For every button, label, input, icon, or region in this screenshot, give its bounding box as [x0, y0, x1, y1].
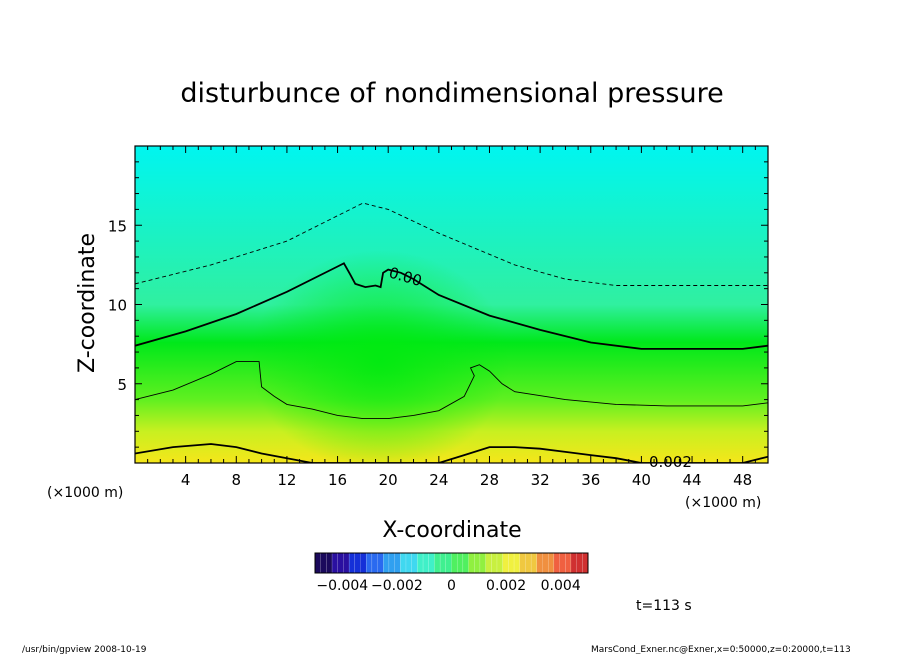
x-tick-label: 44 [682, 471, 701, 489]
x-axis-label: X-coordinate [382, 518, 521, 543]
x-tick-label: 8 [232, 471, 242, 489]
x-unit-left: (×1000 m) [47, 485, 123, 501]
time-label: t=113 s [636, 598, 692, 614]
colorbar-swatch [348, 552, 356, 574]
colorbar-swatch [439, 552, 447, 574]
footer-left: /usr/bin/gpview 2008-10-19 [22, 645, 147, 654]
field [135, 146, 768, 463]
contour-group [135, 202, 768, 463]
colorbar-swatch [462, 552, 469, 574]
colorbar-swatch [530, 552, 538, 574]
colorbar-swatch [582, 552, 589, 574]
x-axis-ticks: 4 8 12 16 20 24 28 32 36 40 44 48 [134, 146, 769, 489]
colorbar-swatch [451, 552, 458, 574]
colorbar-swatch [525, 552, 532, 574]
colorbar-swatch [331, 552, 338, 574]
colorbar-swatch [411, 552, 418, 574]
colorbar-tick-label: 0 [447, 578, 456, 594]
contour-line-neg-0 [135, 202, 768, 286]
colorbar-swatch [456, 552, 464, 574]
colorbar-tick-label: 0.004 [541, 578, 581, 594]
colorbar-swatch [468, 552, 475, 574]
colorbar-swatch [343, 552, 350, 574]
x-tick-label: 48 [733, 471, 752, 489]
colorbar-swatch [394, 552, 401, 574]
colorbar-swatch [445, 552, 452, 574]
x-tick-label: 24 [429, 471, 448, 489]
chart-title: disturbunce of nondimensional pressure [180, 78, 723, 109]
x-tick-label: 20 [379, 471, 398, 489]
colorbar-swatch [314, 552, 321, 574]
x-unit-right: (×1000 m) [685, 495, 761, 511]
colorbar-swatch [400, 552, 407, 574]
x-tick-label: 36 [581, 471, 600, 489]
colorbar-tick-label: −0.002 [371, 578, 423, 594]
x-tick-label: 16 [328, 471, 347, 489]
colorbar-swatch [536, 552, 543, 574]
x-tick-label: 4 [181, 471, 191, 489]
colorbar-swatch [508, 552, 515, 574]
colorbar: −0.004 −0.002 0 0.002 0.004 [314, 552, 589, 594]
colorbar-swatch [491, 552, 498, 574]
colorbar-tick-label: 0.002 [486, 578, 526, 594]
colorbar-swatch [542, 552, 549, 574]
field-green-core [250, 250, 510, 463]
y-axis-label: Z-coordinate [75, 233, 100, 373]
colorbar-swatch [496, 552, 503, 574]
colorbar-swatch [553, 552, 560, 574]
colorbar-swatch [559, 552, 566, 574]
colorbar-tick-label: −0.004 [316, 578, 368, 594]
contour-line-pos-2 [135, 361, 768, 420]
colorbar-swatch [547, 552, 555, 574]
colorbar-swatch [422, 552, 429, 574]
contour-line-pos-3 [135, 443, 768, 463]
y-tick-label: 15 [108, 217, 127, 235]
y-tick-label: 5 [117, 376, 127, 394]
colorbar-swatch [570, 552, 577, 574]
colorbar-swatch [576, 552, 583, 574]
colorbar-swatch [502, 552, 509, 574]
colorbar-swatch [365, 552, 373, 574]
contour-label-pos: 0.002 [649, 453, 692, 471]
colorbar-swatch [479, 552, 486, 574]
colorbar-swatch [474, 552, 481, 574]
contour-line-zero-1 [135, 262, 768, 350]
colorbar-swatch [565, 552, 572, 574]
colorbar-swatch [519, 552, 526, 574]
footer-right: MarsCond_Exner.nc@Exner,x=0:50000,z=0:20… [591, 645, 851, 654]
y-tick-label: 10 [108, 297, 127, 315]
y-axis-ticks: 5 10 15 [108, 145, 768, 464]
colorbar-swatch [383, 552, 390, 574]
colorbar-swatch [326, 552, 333, 574]
colorbar-swatch [377, 552, 384, 574]
colorbar-swatch [388, 552, 395, 574]
colorbar-swatch [360, 552, 367, 574]
x-tick-label: 12 [277, 471, 296, 489]
colorbar-frame [314, 552, 589, 574]
colorbar-swatch [371, 552, 378, 574]
colorbar-swatch [428, 552, 435, 574]
colorbar-swatch [485, 552, 492, 574]
colorbar-swatch [337, 552, 344, 574]
colorbar-swatch [405, 552, 412, 574]
x-tick-label: 40 [632, 471, 651, 489]
x-tick-label: 32 [531, 471, 550, 489]
x-tick-label: 28 [480, 471, 499, 489]
colorbar-swatch [513, 552, 520, 574]
colorbar-swatch [320, 552, 327, 574]
colorbar-swatch [354, 552, 361, 574]
colorbar-swatch [434, 552, 441, 574]
colorbar-swatch [417, 552, 424, 574]
